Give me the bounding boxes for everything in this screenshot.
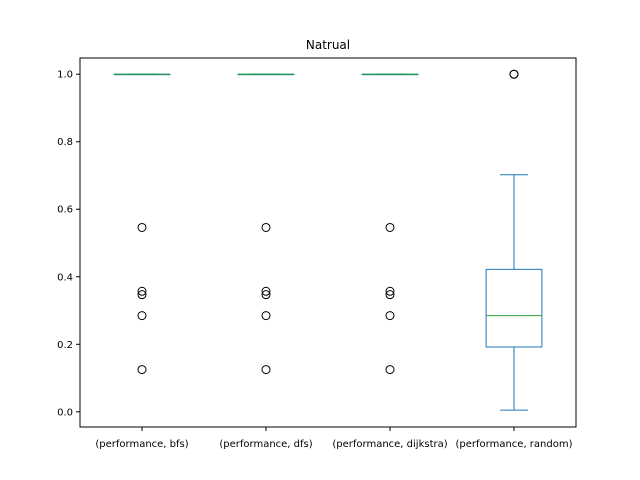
outlier-point — [509, 69, 519, 79]
x-tick-label: (performance, random) — [456, 439, 573, 450]
outlier-point — [137, 311, 147, 321]
y-tick-label: 0.0 — [57, 407, 73, 418]
outlier-point — [261, 222, 271, 232]
outlier-point — [261, 286, 271, 296]
outlier-point — [137, 222, 147, 232]
outlier-point — [137, 286, 147, 296]
outlier-point — [385, 365, 395, 375]
outlier-point — [137, 365, 147, 375]
y-axis: 0.0 0.2 0.4 0.6 0.8 1.0 — [57, 70, 80, 418]
outlier-point — [385, 290, 395, 300]
x-tick-label: (performance, dfs) — [219, 439, 312, 450]
chart-title: Natrual — [306, 38, 350, 52]
y-tick-label: 0.2 — [57, 340, 73, 351]
y-tick-label: 0.8 — [57, 137, 73, 148]
box-group — [485, 69, 543, 411]
box-group — [361, 73, 419, 375]
plot-area — [113, 69, 543, 411]
outlier-point — [261, 365, 271, 375]
x-tick-label: (performance, bfs) — [95, 439, 188, 450]
outlier-point — [385, 286, 395, 296]
y-tick-label: 0.6 — [57, 205, 73, 216]
outlier-point — [137, 290, 147, 300]
x-axis: (performance, bfs) (performance, dfs) (per… — [95, 427, 573, 450]
x-tick-label: (performance, dijkstra) — [332, 439, 447, 450]
outlier-point — [385, 222, 395, 232]
box-group — [237, 73, 295, 375]
outlier-point — [385, 311, 395, 321]
box-body — [485, 268, 543, 348]
outlier-point — [261, 311, 271, 321]
axes-frame — [79, 57, 577, 428]
box-group — [113, 73, 171, 375]
outlier-point — [261, 290, 271, 300]
y-tick-label: 0.4 — [57, 272, 73, 283]
y-tick-label: 1.0 — [57, 70, 73, 81]
